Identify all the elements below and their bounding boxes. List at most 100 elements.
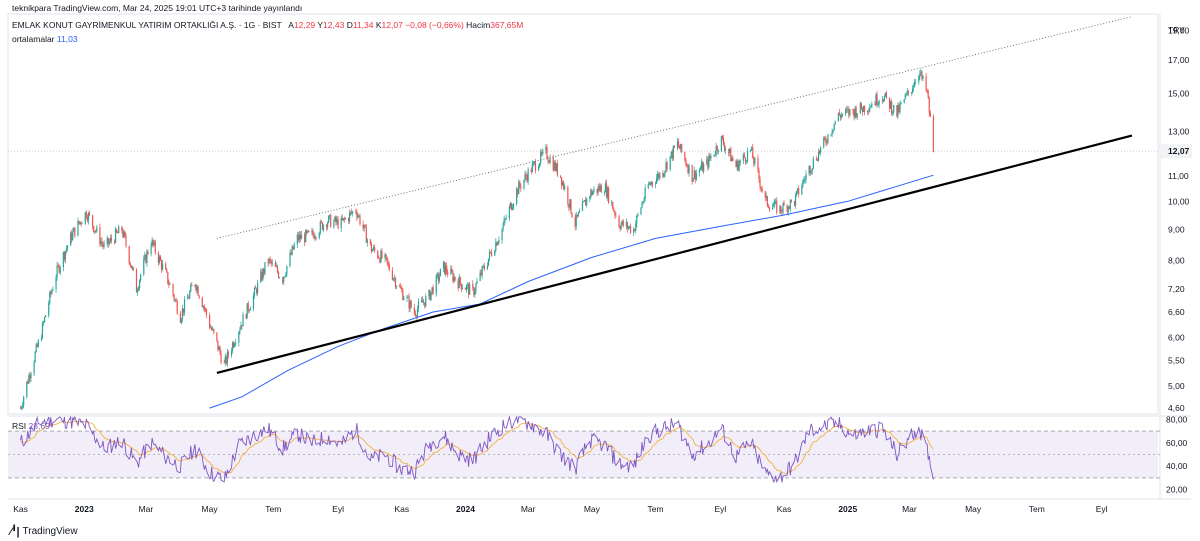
candle-body [664,170,666,174]
candle-body [626,222,628,229]
candle-body [85,212,87,218]
candle-body [132,267,134,270]
price-axis[interactable]: 19,00 17,00 15,00 13,00 11,00 10,00 9,00 8,00 7,… [1161,25,1192,413]
candle-body [488,251,491,259]
candle-body [247,303,249,312]
candle-body [439,268,442,277]
candle-body [732,157,734,161]
candle-body [781,211,783,213]
candle-body [19,408,22,409]
rsi-signal-line [20,420,934,474]
candle-body [746,150,749,162]
candle-body [253,287,256,296]
candle-body [30,373,32,379]
candle-body [157,252,160,263]
candle-body [716,146,718,152]
candle-body [743,154,745,158]
candle-body [548,161,550,163]
candle-body [286,265,288,275]
candle-body [775,200,777,202]
candle-body [910,92,913,94]
candle-body [101,241,103,244]
candle-body [234,344,236,347]
candle-body [336,219,338,223]
candle-body [651,182,654,185]
candle-body [298,234,301,241]
candle-body [538,166,540,171]
candle-body [532,162,534,164]
overlay-lines [8,16,1160,409]
candle-body [50,291,52,294]
symbol-name: EMLAK KONUT GAYRİMENKUL YATIRIM ORTAKLIĞ… [12,20,282,30]
candle-body [190,285,192,292]
candle-body [210,327,212,329]
candle-body [202,306,204,308]
candle-body [370,244,373,252]
candle-body [48,303,50,316]
rsi-legend[interactable]: RSI 28,69 [12,421,50,431]
candle-body [577,212,579,217]
time-tick-label: 2024 [456,504,475,514]
candle-body [137,287,140,291]
candle-body [180,318,182,323]
candle-body [576,214,578,217]
candle-body [911,88,914,93]
candle-body [289,252,291,266]
candle-body [659,172,661,179]
open-value: 12,29 [293,20,316,30]
candle-body [504,218,506,220]
candle-body [465,285,468,290]
candle-body [826,142,828,144]
candle-body [150,246,152,254]
candle-body [774,200,776,206]
price-tick-label: 19,00 [1168,25,1190,35]
time-axis[interactable]: Kas 2023 Mar May Tem Eyl Kas 2024 Mar May Tem Eyl Ka… [13,504,1107,514]
candle-body [413,307,415,313]
candle-body [153,242,155,245]
candle-body [362,224,364,229]
candle-body [591,190,593,195]
candle-body [810,171,812,174]
candle-body [754,158,756,164]
candle-body [417,301,420,309]
candle-body [812,158,814,169]
candle-body [527,169,529,182]
candle-body [399,285,401,287]
candle-body [816,160,819,161]
rsi-axis[interactable]: 80,00 60,00 40,00 20,00 [1166,414,1188,494]
candle-body [400,286,402,289]
candle-body [753,158,755,164]
support-trendline [216,134,1133,375]
candle-body [672,145,674,159]
candle-body [709,155,711,159]
candle-body [771,206,774,210]
candle-body [435,275,437,294]
candle-body [724,149,727,151]
candle-body [597,186,599,193]
candle-body [831,131,833,135]
symbol-legend[interactable]: EMLAK KONUT GAYRİMENKUL YATIRIM ORTAKLIĞ… [12,20,523,30]
candle-body [714,154,716,156]
candle-body [856,113,858,118]
time-tick-label: Tem [265,504,281,514]
candle-body [65,248,68,252]
candle-body [782,203,784,213]
candle-body [883,96,885,102]
brand[interactable]: ⁄╹| TradingView [10,525,78,538]
candle-body [731,157,733,162]
candle-body [691,164,693,182]
candle-body [257,282,259,294]
candle-body [713,154,715,157]
candle-body [43,317,46,323]
candle-body [578,210,580,213]
candle-body [849,108,851,116]
candle-body [344,218,346,220]
ma-legend[interactable]: ortalamalar 11,03 [12,34,78,44]
candle-body [805,173,807,180]
candle-body [55,277,57,290]
candle-body [832,130,834,132]
candle-body [135,269,138,293]
price-tick-label: 6,60 [1168,307,1185,317]
